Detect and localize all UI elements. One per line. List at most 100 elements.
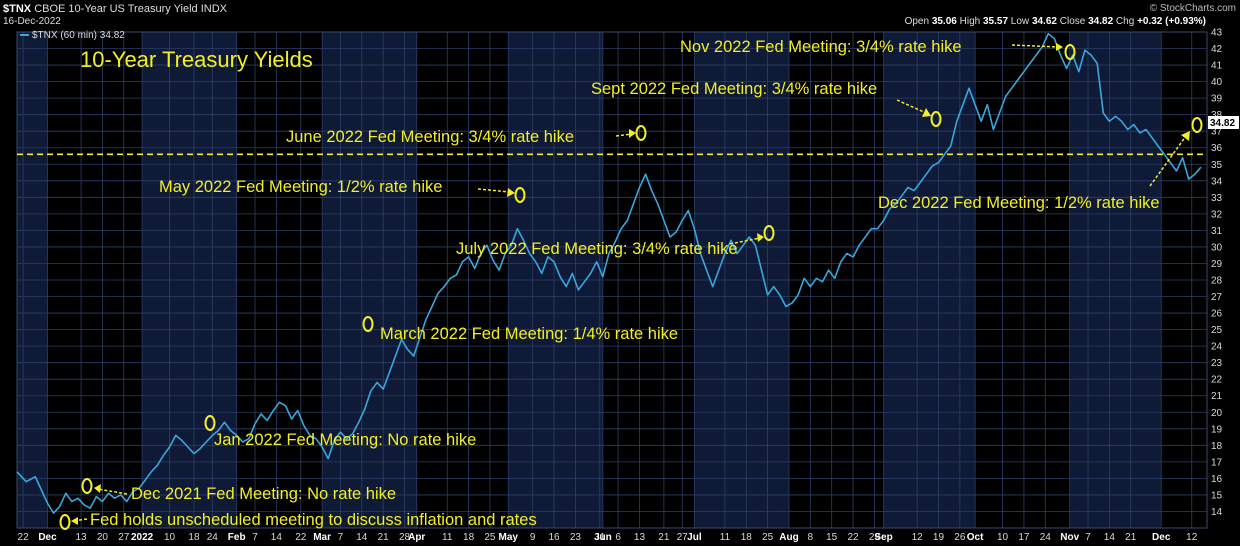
y-tick-label: 38 [1211, 110, 1223, 121]
x-tick-label: 22 [18, 532, 30, 543]
x-tick-label: 18 [188, 532, 200, 543]
x-tick-label: 11 [442, 532, 453, 543]
y-tick-label: 29 [1211, 259, 1223, 270]
arrow-dec-2022 [1149, 135, 1187, 187]
meeting-marker-dec-2022 [1191, 117, 1203, 133]
arrow-nov-2022 [1011, 44, 1059, 48]
meeting-marker-jul-2022 [763, 225, 775, 241]
annotation-may-2022: May 2022 Fed Meeting: 1/2% rate hike [159, 178, 442, 196]
low-value: 34.62 [1031, 16, 1057, 27]
x-tick-label: Mar [313, 532, 331, 543]
x-tick-label: 23 [570, 532, 582, 543]
x-tick-label: Sep [874, 532, 892, 543]
y-tick-label: 28 [1211, 276, 1223, 287]
meeting-marker-may-2022 [514, 187, 526, 203]
x-tick-label: 15 [826, 532, 838, 543]
ticker-symbol: $TNX [3, 3, 32, 15]
x-tick-label: 25 [484, 532, 496, 543]
x-tick-label: 25 [762, 532, 774, 543]
x-tick-label: 16 [548, 532, 560, 543]
y-tick-label: 33 [1211, 193, 1223, 204]
x-tick-label: 18 [463, 532, 475, 543]
arrowhead-dec-2021 [94, 484, 101, 493]
y-tick-label: 40 [1211, 77, 1223, 88]
x-tick-label: 13 [634, 532, 646, 543]
y-tick-label: 21 [1211, 391, 1223, 402]
annotation-jun-2022: June 2022 Fed Meeting: 3/4% rate hike [286, 128, 574, 146]
y-tick-label: 39 [1211, 94, 1223, 105]
annotation-unscheduled: Fed holds unscheduled meeting to discuss… [90, 511, 537, 529]
annotation-jul-2022: July 2022 Fed Meeting: 3/4% rate hike [456, 240, 738, 258]
x-tick-label: 20 [97, 532, 109, 543]
legend-label: $TNX (60 min) 34.82 [32, 30, 125, 41]
y-tick-label: 27 [1211, 292, 1223, 303]
x-axis: 22 Dec 13 20 27 2022 10 18 24 Feb 7 14 22 Mar 7 14 21 28A… [18, 532, 1198, 543]
arrowhead-jul-2022 [757, 233, 764, 242]
open-label: Open [904, 16, 930, 27]
x-tick-label: 13 [76, 532, 88, 543]
ticker-exchange: INDX [200, 3, 227, 15]
y-tick-label: 20 [1211, 408, 1223, 419]
arrow-jul-2022 [729, 237, 761, 245]
y-tick-label: 19 [1211, 424, 1223, 435]
arrow-jun-2022 [615, 133, 633, 137]
y-tick-label: 30 [1211, 242, 1223, 253]
y-tick-label: 42 [1211, 44, 1223, 55]
x-tick-label: 14 [271, 532, 283, 543]
y-tick-label: 34 [1211, 176, 1223, 187]
series-legend: $TNX (60 min) 34.82 [20, 30, 125, 41]
ohlc-summary: Open 35.06 High 35.57 Low 34.62 Close 34… [905, 16, 1206, 27]
meeting-marker-nov-2022 [1064, 44, 1076, 60]
x-tick-label: 11 [720, 532, 731, 543]
y-tick-label: 14 [1211, 507, 1223, 518]
gridlines [17, 31, 1207, 528]
x-tick-label: 7 [338, 532, 344, 543]
x-tick-label: 10 [997, 532, 1009, 543]
meeting-marker-unscheduled [59, 514, 71, 530]
x-tick-label: 22 [847, 532, 859, 543]
x-tick-label: 19 [933, 532, 945, 543]
stockcharts-brand: © StockCharts.com [1149, 3, 1236, 14]
y-tick-label: 25 [1211, 325, 1223, 336]
x-tick-label: 31 [594, 532, 606, 543]
x-tick-label: Nov [1060, 532, 1079, 543]
chg-label: Chg [1115, 16, 1135, 27]
arrowhead-nov-2022 [1056, 43, 1063, 51]
x-tick-label: 29 [869, 532, 881, 543]
arrow-may-2022 [477, 188, 511, 193]
arrow-sep-2022 [896, 99, 927, 114]
x-tick-label: Oct [967, 532, 984, 543]
x-tick-label: 8 [808, 532, 814, 543]
x-tick-label: 14 [356, 532, 368, 543]
annotation-dec-2021: Dec 2021 Fed Meeting: No rate hike [131, 485, 396, 503]
x-tick-label: Dec [1152, 532, 1171, 543]
annotation-nov-2022: Nov 2022 Fed Meeting: 3/4% rate hike [680, 38, 962, 56]
x-tick-label: 12 [1186, 532, 1198, 543]
arrowhead-dec-2022 [1181, 131, 1190, 141]
high-label: High [959, 16, 981, 27]
last-value-tag: 34.82 [1208, 116, 1239, 129]
meeting-marker-jan-2022 [204, 415, 216, 431]
y-tick-label: 37 [1211, 127, 1223, 138]
series-line-tnx [16, 32, 1202, 514]
legend-swatch [20, 34, 29, 37]
y-tick-label: 41 [1211, 61, 1223, 72]
y-tick-label: 18 [1211, 441, 1223, 452]
x-tick-label: 10 [164, 532, 176, 543]
annotation-dec-2022: Dec 2022 Fed Meeting: 1/2% rate hike [878, 194, 1160, 212]
x-tick-label: 21 [658, 532, 670, 543]
meeting-marker-sep-2022 [930, 111, 942, 127]
low-label: Low [1010, 16, 1030, 27]
x-tick-label: 12 [912, 532, 924, 543]
y-tick-label: 31 [1211, 226, 1223, 237]
last-value-text: 34.82 [1210, 118, 1235, 129]
x-tick-label: 14 [1104, 532, 1116, 543]
ticker-description: CBOE 10-Year US Treasury Yield [34, 3, 198, 15]
last-value-box [1208, 116, 1239, 129]
y-tick-label: 32 [1211, 209, 1223, 220]
arrowhead-sep-2022 [922, 108, 931, 117]
x-tick-label: 21 [378, 532, 390, 543]
annotation-jan-2022: Jan 2022 Fed Meeting: No rate hike [214, 431, 476, 449]
